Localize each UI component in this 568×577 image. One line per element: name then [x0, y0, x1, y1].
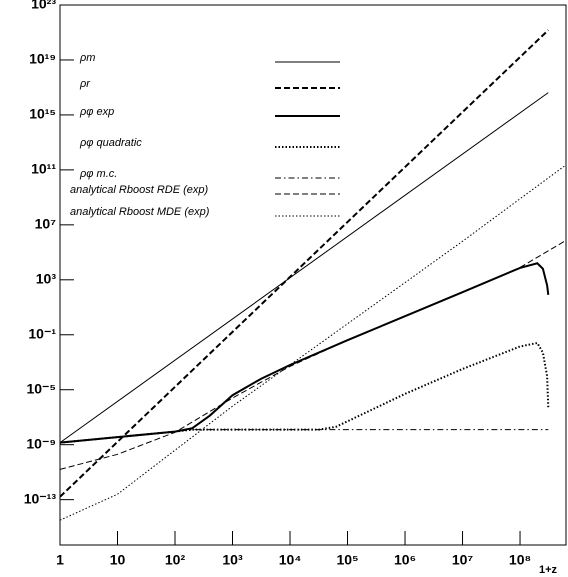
x-tick-label: 10⁶: [394, 552, 416, 568]
legend-label: ρr: [79, 78, 91, 90]
x-tick-label: 10⁴: [279, 552, 302, 568]
y-tick-label: 10²³: [31, 0, 56, 12]
legend-label: ρφ quadratic: [79, 137, 142, 149]
x-tick-label: 10⁷: [452, 552, 474, 568]
x-tick-label: 10⁵: [336, 552, 358, 568]
legend-label: ρφ exp: [79, 106, 114, 118]
x-tick-label: 10²: [165, 552, 186, 568]
y-tick-label: 10¹⁹: [29, 51, 56, 67]
legend-label: ρm: [79, 52, 95, 64]
series-line: [59, 262, 550, 444]
y-tick-label: 10¹¹: [31, 161, 56, 177]
series-line: [59, 239, 567, 470]
x-tick-label: 10: [110, 552, 126, 568]
series-line: [59, 29, 549, 498]
y-tick-label: 10³: [36, 271, 57, 287]
x-tick-label: 1: [56, 552, 64, 568]
y-tick-label: 10⁷: [35, 216, 57, 232]
plot-frame: [59, 4, 567, 546]
y-tick-label: 10⁻¹: [28, 325, 56, 341]
legend-label: analytical Rboost MDE (exp): [70, 206, 210, 218]
legend-label: analytical Rboost RDE (exp): [70, 184, 209, 196]
x-tick-label: 10⁸: [509, 552, 531, 568]
series-line: [59, 341, 550, 444]
series-line: [59, 92, 549, 444]
y-tick-label: 10⁻⁵: [26, 380, 56, 396]
x-tick-label: 10³: [222, 552, 243, 568]
x-axis-label: 1+z: [539, 564, 558, 576]
y-tick-label: 10¹⁵: [29, 106, 56, 122]
y-tick-label: 10⁻⁹: [26, 435, 56, 451]
series-line: [59, 164, 567, 521]
legend-label: ρφ m.c.: [79, 168, 117, 180]
y-tick-label: 10⁻¹³: [24, 490, 57, 506]
